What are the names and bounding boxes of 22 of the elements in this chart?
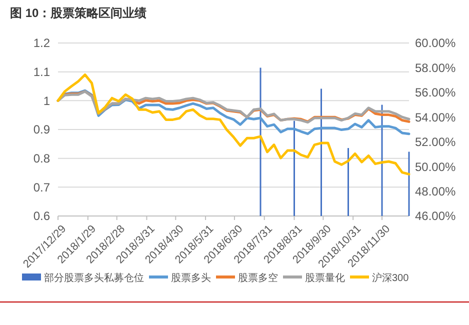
legend-label: 部分股票多头私募仓位 — [44, 272, 144, 284]
y2-tick-label: 46.00% — [415, 209, 456, 224]
line-series — [56, 73, 410, 176]
y-tick-label: 0.8 — [33, 152, 50, 166]
legend-label: 沪深300 — [372, 272, 410, 284]
y-tick-label: 0.6 — [33, 209, 50, 224]
y2-tick-label: 52.00% — [415, 135, 456, 150]
chart-title: 图 10：股票策略区间业绩 — [10, 6, 147, 20]
y2-tick-label: 58.00% — [415, 60, 456, 75]
y-tick-label: 1.1 — [33, 65, 50, 80]
y-tick-label: 0.9 — [33, 122, 50, 137]
y2-tick-label: 48.00% — [415, 184, 456, 198]
legend-label: 股票多空 — [238, 272, 278, 284]
y-tick-label: 1 — [43, 94, 50, 108]
y2-tick-label: 60.00% — [415, 36, 456, 50]
y2-tick-label: 54.00% — [415, 110, 456, 124]
y-tick-label: 1.2 — [33, 36, 50, 50]
y-tick-label: 0.7 — [33, 180, 50, 194]
y2-tick-label: 56.00% — [415, 86, 456, 100]
legend-label: 股票多头 — [171, 272, 211, 284]
y2-tick-label: 50.00% — [415, 160, 456, 174]
legend-label: 股票量化 — [305, 272, 345, 284]
